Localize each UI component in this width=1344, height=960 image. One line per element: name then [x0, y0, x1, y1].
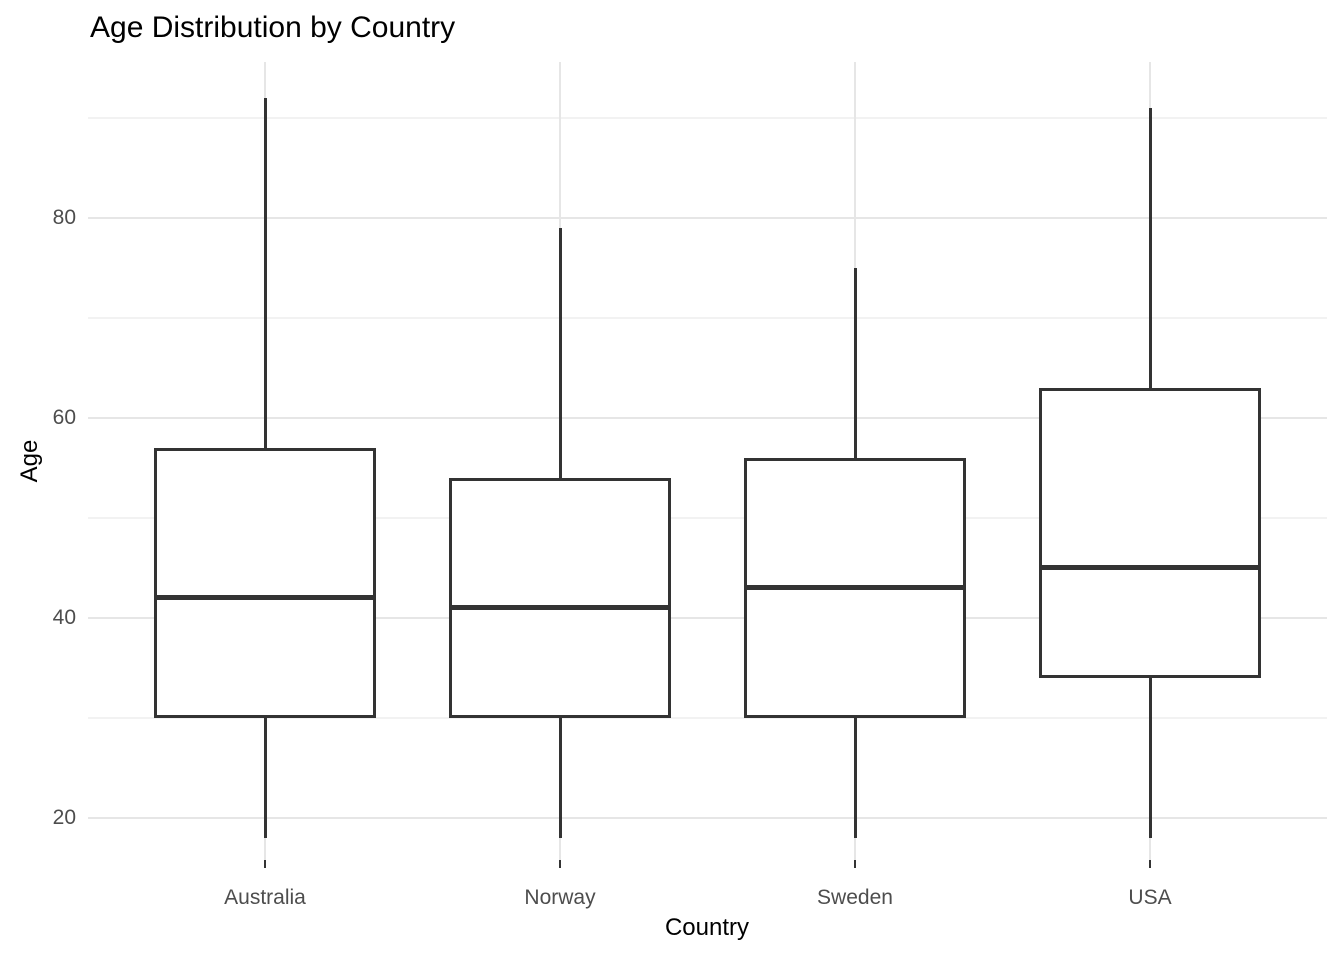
minor-gridline-y [88, 716, 1327, 719]
y-axis-tick-label: 60 [52, 405, 76, 429]
minor-gridline-y [88, 516, 1327, 519]
median-line [1042, 565, 1258, 570]
chart-title: Age Distribution by Country [90, 11, 456, 44]
major-gridline-y [88, 216, 1327, 219]
x-axis-tick-label: Sweden [817, 886, 893, 909]
y-axis-tick-label: 80 [52, 205, 76, 229]
x-axis-tick-label: Norway [524, 886, 596, 909]
box-iqr [154, 447, 376, 718]
minor-gridline-y [88, 316, 1327, 319]
y-axis-tick-label: 20 [52, 805, 76, 829]
box-iqr [1039, 387, 1261, 678]
median-line [452, 605, 668, 610]
median-line [157, 595, 373, 600]
major-gridline-y [88, 416, 1327, 419]
box-iqr [449, 477, 671, 718]
y-axis-title: Age [16, 439, 43, 483]
minor-gridline-y [88, 116, 1327, 119]
major-gridline-y [88, 616, 1327, 619]
x-axis-tick-label: USA [1128, 886, 1172, 909]
x-axis-tick-mark [264, 860, 266, 868]
x-axis-tick-mark [559, 860, 561, 868]
plot-panel [88, 62, 1327, 860]
y-axis-tick-label: 40 [52, 605, 76, 629]
x-axis-tick-mark [854, 860, 856, 868]
major-gridline-y [88, 816, 1327, 819]
median-line [747, 585, 963, 590]
x-axis-tick-label: Australia [224, 886, 306, 909]
x-axis-tick-mark [1149, 860, 1151, 868]
x-axis-title: Country [664, 914, 750, 941]
